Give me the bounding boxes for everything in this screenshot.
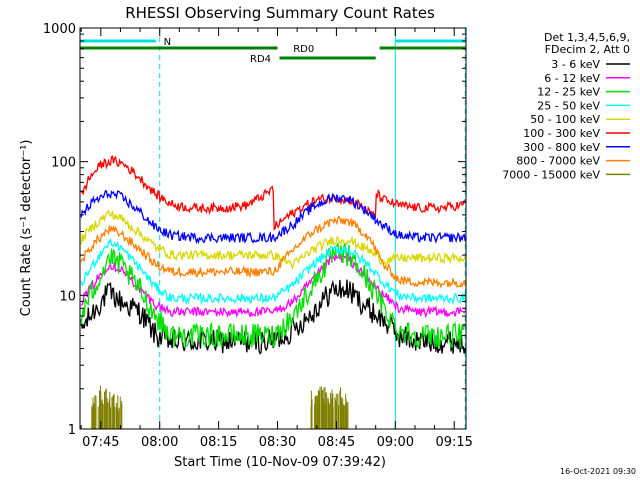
chart-title: RHESSI Observing Summary Count Rates	[125, 4, 435, 22]
y-tick-label: 1000	[43, 22, 76, 37]
legend-header-line2: FDecim 2, Att 0	[545, 43, 630, 56]
flag-n-label: N	[164, 37, 171, 48]
plot-frame	[79, 27, 467, 430]
series-800-7000-kev	[80, 215, 466, 289]
legend-label-100-300-kev: 100 - 300 keV	[523, 127, 600, 140]
y-tick-label: 10	[59, 289, 76, 304]
flag-bars: N RD0 RD4	[80, 37, 466, 65]
legend-label-3-6-kev: 3 - 6 keV	[551, 58, 600, 71]
footer-timestamp: 16-Oct-2021 09:30	[560, 467, 636, 476]
x-tick-label: 08:45	[318, 435, 355, 450]
legend-label-800-7000-kev: 800 - 7000 keV	[516, 155, 600, 168]
x-axis-label: Start Time (10-Nov-09 07:39:42)	[174, 455, 386, 470]
series-25-50-kev	[80, 238, 466, 306]
series-7000-15000-kev	[91, 385, 349, 429]
legend-label-25-50-kev: 25 - 50 keV	[537, 99, 600, 112]
legend-label-50-100-kev: 50 - 100 keV	[530, 113, 600, 126]
series-3-6-kev	[80, 279, 466, 355]
x-tick-label: 07:45	[82, 435, 119, 450]
x-tick-label: 08:00	[141, 435, 178, 450]
x-tick-label: 08:30	[259, 435, 296, 450]
flag-rd4-label: RD4	[250, 54, 271, 65]
legend-label-300-800-kev: 300 - 800 keV	[523, 141, 600, 154]
series-100-300-kev	[80, 155, 466, 231]
x-tick-label: 09:15	[435, 435, 472, 450]
y-tick-label: 1	[68, 423, 76, 438]
legend: Det 1,3,4,5,6,9, FDecim 2, Att 0 3 - 6 k…	[502, 31, 630, 181]
series-layer	[80, 155, 466, 429]
legend-label-12-25-kev: 12 - 25 keV	[537, 86, 600, 99]
y-axis-label: Count Rate (s⁻¹ detector⁻¹)	[19, 140, 34, 317]
series-300-800-kev	[80, 190, 466, 245]
legend-label-7000-15000-kev: 7000 - 15000 keV	[502, 168, 600, 181]
legend-label-6-12-kev: 6 - 12 keV	[544, 72, 600, 85]
legend-header-line1: Det 1,3,4,5,6,9,	[544, 31, 630, 44]
series-50-100-kev	[80, 209, 466, 271]
flag-rd0-label: RD0	[293, 44, 314, 55]
x-tick-label: 08:15	[200, 435, 237, 450]
x-tick-label: 09:00	[377, 435, 414, 450]
series-12-25-kev	[80, 241, 466, 349]
axis-ticks: 07:45 08:00 08:15 08:30 08:45 09:00 09:15 1 10 10…	[43, 22, 473, 450]
y-tick-label: 100	[51, 156, 76, 171]
